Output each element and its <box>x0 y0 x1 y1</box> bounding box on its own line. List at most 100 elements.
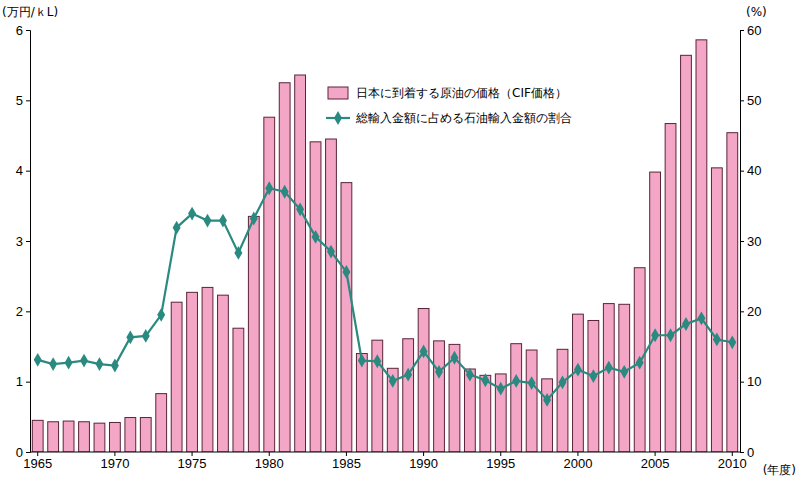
tick: 1975 <box>178 452 207 471</box>
marker <box>173 221 181 235</box>
tick: 5 <box>16 93 30 108</box>
tick-label: 30 <box>747 234 761 249</box>
bar <box>295 75 306 452</box>
axis-line <box>30 452 740 453</box>
bar <box>48 422 59 452</box>
tick-label: 60 <box>747 23 761 38</box>
bar <box>696 40 707 452</box>
bar <box>63 421 74 452</box>
bar <box>94 423 105 452</box>
bar <box>233 328 244 452</box>
marker <box>605 361 613 375</box>
marker <box>435 365 443 379</box>
bar <box>341 183 352 452</box>
marker <box>296 202 304 216</box>
marker <box>312 230 320 244</box>
marker <box>342 265 350 279</box>
tick: 4 <box>16 163 30 178</box>
bar <box>248 216 259 452</box>
tick-mark <box>26 241 30 242</box>
marker <box>34 353 42 367</box>
tick-mark <box>26 452 30 453</box>
bar <box>418 309 429 452</box>
marker <box>667 328 675 342</box>
bar <box>171 302 182 452</box>
tick-mark <box>740 452 744 453</box>
legend-label: 総輸入金額に占める石油輸入金額の割合 <box>355 111 572 125</box>
marker <box>126 330 134 344</box>
tick: 40 <box>740 163 761 178</box>
tick: 2000 <box>563 452 592 471</box>
tick: 1970 <box>100 452 129 471</box>
tick: 1 <box>16 374 30 389</box>
marker <box>157 308 165 322</box>
legend-swatch <box>328 87 348 99</box>
y2-axis: 0102030405060 <box>740 23 761 460</box>
tick: 10 <box>740 374 761 389</box>
tick-label: 10 <box>747 374 761 389</box>
tick: 2 <box>16 304 30 319</box>
tick-label: 1975 <box>178 456 207 471</box>
x-axis: 1965197019751980198519901995200020052010 <box>23 452 746 471</box>
bar <box>588 320 599 452</box>
tick-label: 1980 <box>255 456 284 471</box>
tick: 60 <box>740 23 761 38</box>
tick-label: 4 <box>16 163 23 178</box>
marker <box>481 373 489 387</box>
tick-label: 1970 <box>100 456 129 471</box>
tick-mark <box>740 382 744 383</box>
bar <box>619 304 630 452</box>
bar <box>387 368 398 452</box>
bar <box>372 340 383 452</box>
bar <box>557 349 568 452</box>
tick-label: 1 <box>16 374 23 389</box>
marker <box>497 382 505 396</box>
tick-mark <box>740 171 744 172</box>
marker <box>404 368 412 382</box>
bar <box>511 344 522 452</box>
marker <box>373 354 381 368</box>
tick-label: 2010 <box>718 456 747 471</box>
tick: 50 <box>740 93 761 108</box>
marker <box>204 214 212 228</box>
bar <box>634 268 645 452</box>
bar <box>79 422 90 452</box>
bar <box>140 418 151 452</box>
tick-mark <box>26 30 30 31</box>
bar <box>650 172 661 452</box>
bar <box>542 379 553 452</box>
tick: 1995 <box>486 452 515 471</box>
marker <box>559 375 567 389</box>
tick: 30 <box>740 234 761 249</box>
tick-mark <box>740 311 744 312</box>
tick-mark <box>26 100 30 101</box>
marker <box>450 351 458 365</box>
legend: 日本に到着する原油の価格（CIF価格）総輸入金額に占める石油輸入金額の割合 <box>326 86 572 125</box>
marker <box>188 207 196 221</box>
tick: 20 <box>740 304 761 319</box>
marker <box>651 328 659 342</box>
marker <box>620 365 628 379</box>
bar <box>264 117 275 452</box>
marker <box>95 357 103 371</box>
y-axis: 0123456 <box>16 23 31 460</box>
y-axis-title: (万円/ｋL) <box>2 5 58 19</box>
tick: 1965 <box>23 452 52 471</box>
tick-mark <box>26 311 30 312</box>
tick-label: 1990 <box>409 456 438 471</box>
tick: 6 <box>16 23 30 38</box>
tick-label: 2005 <box>641 456 670 471</box>
bar <box>187 292 198 452</box>
marker <box>250 212 258 226</box>
tick-label: 40 <box>747 163 761 178</box>
tick-mark <box>26 171 30 172</box>
tick-label: 2000 <box>563 456 592 471</box>
marker <box>466 368 474 382</box>
marker <box>80 354 88 368</box>
marker <box>142 329 150 343</box>
marker <box>420 345 428 359</box>
marker <box>49 357 57 371</box>
bar <box>218 295 229 452</box>
x-axis-title: (年度) <box>763 463 796 477</box>
marker <box>697 311 705 325</box>
